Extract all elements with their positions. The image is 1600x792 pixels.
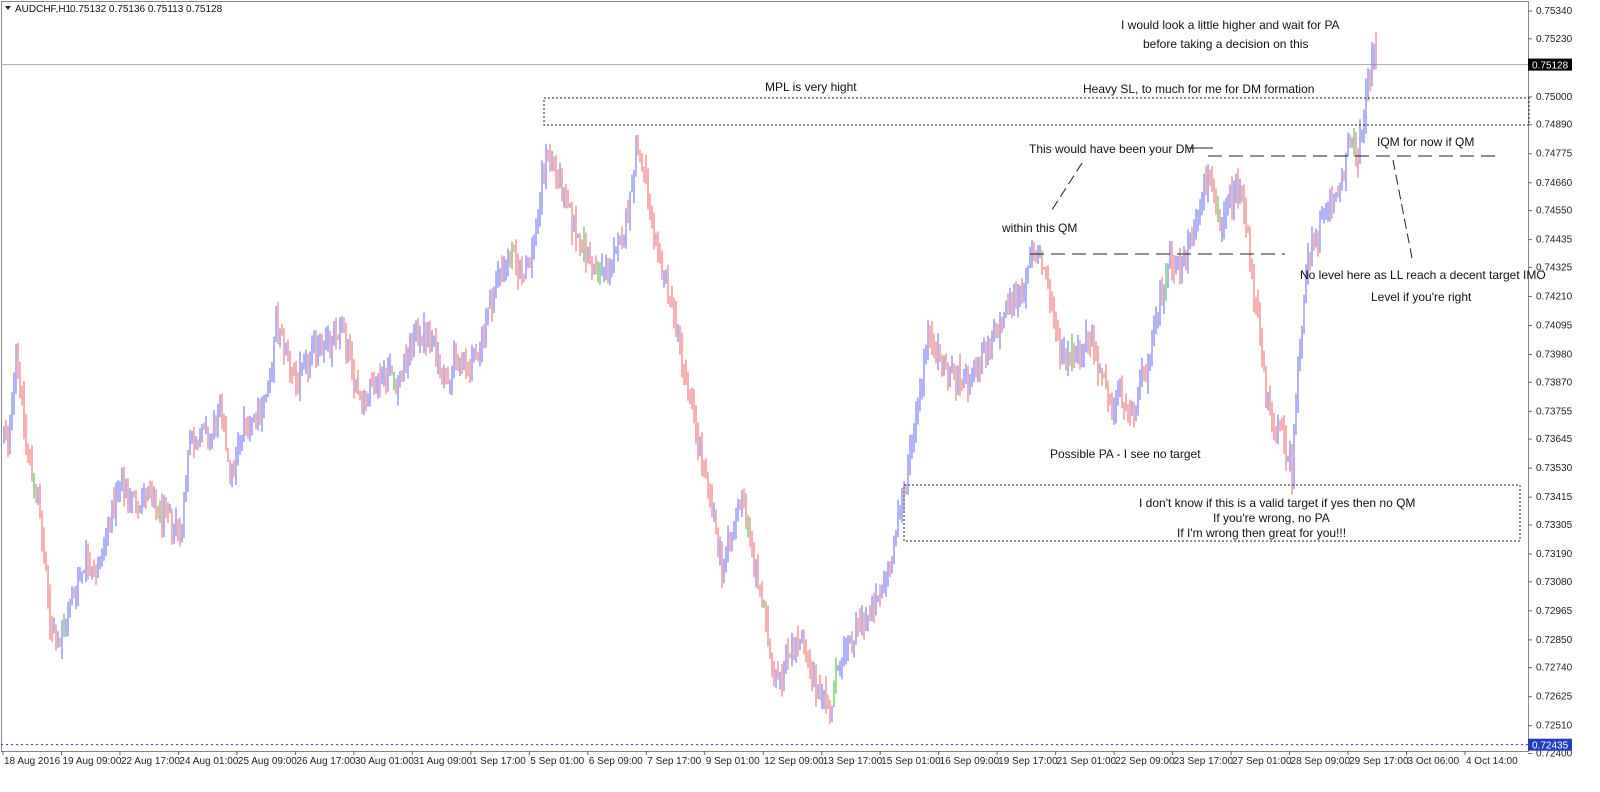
y-tick-label: 0.75340 bbox=[1536, 6, 1573, 17]
x-tick-label: 30 Aug 01:00 bbox=[355, 756, 414, 767]
candle-series bbox=[3, 32, 1377, 725]
y-tick-label: 0.74435 bbox=[1536, 235, 1573, 246]
x-tick-label: 31 Aug 09:00 bbox=[413, 756, 472, 767]
x-tick-label: 6 Sep 09:00 bbox=[589, 756, 643, 767]
x-axis: 18 Aug 2016 19 Aug 09:00 22 Aug 17:00 24 Au… bbox=[2, 751, 1518, 767]
y-tick-label: 0.72740 bbox=[1536, 663, 1573, 674]
price-tag bbox=[1528, 738, 1572, 751]
y-tick-label: 0.73080 bbox=[1536, 577, 1573, 588]
note-valid-2[interactable]: If you're wrong, no PA bbox=[1213, 511, 1330, 525]
note-possible-pa[interactable]: Possible PA - I see no target bbox=[1050, 447, 1201, 461]
y-tick-label: 0.75230 bbox=[1536, 34, 1573, 45]
y-tick-label: 0.73645 bbox=[1536, 434, 1573, 445]
x-tick-label: 1 Sep 17:00 bbox=[472, 756, 526, 767]
x-tick-label: 21 Sep 01:00 bbox=[1057, 756, 1117, 767]
x-tick-label: 7 Sep 17:00 bbox=[647, 756, 701, 767]
y-tick-label: 0.74095 bbox=[1536, 320, 1573, 331]
x-tick-label: 24 Aug 01:00 bbox=[179, 756, 238, 767]
y-tick-label: 0.74775 bbox=[1536, 149, 1573, 160]
note-valid-1[interactable]: I don't know if this is a valid target i… bbox=[1139, 496, 1415, 510]
note-heavy-sl[interactable]: Heavy SL, to much for me for DM formatio… bbox=[1083, 82, 1314, 96]
x-tick-label: 13 Sep 17:00 bbox=[823, 756, 883, 767]
x-tick-label: 19 Sep 17:00 bbox=[998, 756, 1058, 767]
x-tick-label: 28 Sep 09:00 bbox=[1291, 756, 1351, 767]
x-tick-label: 26 Aug 17:00 bbox=[296, 756, 355, 767]
symbol-label: AUDCHF,H1 bbox=[15, 4, 72, 15]
y-tick-label: 0.74325 bbox=[1536, 262, 1573, 273]
note-dm[interactable]: This would have been your DM bbox=[1029, 142, 1194, 156]
y-tick-label: 0.74210 bbox=[1536, 291, 1573, 302]
x-tick-label: 27 Sep 01:00 bbox=[1232, 756, 1292, 767]
note-look-higher-2[interactable]: before taking a decision on this bbox=[1143, 37, 1308, 51]
x-tick-label: 12 Sep 09:00 bbox=[764, 756, 824, 767]
y-tick-label: 0.73305 bbox=[1536, 520, 1573, 531]
price-tag-label: 0.75128 bbox=[1532, 61, 1569, 72]
y-tick-label: 0.73530 bbox=[1536, 463, 1573, 474]
note-no-level[interactable]: No level here as LL reach a decent targe… bbox=[1300, 268, 1546, 282]
x-tick-label: 5 Sep 01:00 bbox=[530, 756, 584, 767]
x-tick-label: 16 Sep 09:00 bbox=[940, 756, 1000, 767]
note-mpl[interactable]: MPL is very hight bbox=[765, 80, 857, 94]
x-tick-label: 9 Sep 01:00 bbox=[706, 756, 760, 767]
x-tick-label: 23 Sep 17:00 bbox=[1174, 756, 1234, 767]
iqm-pointer-line[interactable] bbox=[1392, 159, 1413, 259]
x-tick-label: 22 Sep 09:00 bbox=[1115, 756, 1175, 767]
x-tick-label: 3 Oct 06:00 bbox=[1407, 756, 1459, 767]
x-tick-label: 22 Aug 17:00 bbox=[121, 756, 180, 767]
y-tick-label: 0.73190 bbox=[1536, 549, 1573, 560]
note-within-qm[interactable]: within this QM bbox=[1001, 221, 1077, 235]
y-tick-label: 0.75000 bbox=[1536, 92, 1573, 103]
qm-pointer-line[interactable] bbox=[1049, 162, 1083, 214]
y-tick-label: 0.72850 bbox=[1536, 635, 1573, 646]
x-tick-label: 19 Aug 09:00 bbox=[62, 756, 121, 767]
y-tick-label: 0.73415 bbox=[1536, 492, 1573, 503]
y-tick-label: 0.74550 bbox=[1536, 206, 1573, 217]
menu-triangle-icon[interactable] bbox=[5, 6, 11, 10]
valid-target-box[interactable] bbox=[903, 484, 1521, 542]
y-axis: 0.75340 0.75230 0.75000 0.74890 0.74775 0.746… bbox=[1528, 6, 1573, 760]
x-tick-label: 25 Aug 09:00 bbox=[238, 756, 297, 767]
mpl-zone-box[interactable] bbox=[543, 97, 1530, 126]
x-tick-label: 15 Sep 01:00 bbox=[881, 756, 941, 767]
note-iqm[interactable]: IQM for now if QM bbox=[1377, 135, 1474, 149]
note-level-right[interactable]: Level if you're right bbox=[1371, 290, 1472, 304]
price-tag bbox=[1528, 58, 1572, 71]
ohlc-readout: 0.75132 0.75136 0.75113 0.75128 bbox=[70, 4, 223, 15]
y-tick-label: 0.74660 bbox=[1536, 178, 1573, 189]
price-tag-label: 0.72435 bbox=[1532, 741, 1569, 752]
y-tick-label: 0.72965 bbox=[1536, 606, 1573, 617]
y-tick-label: 0.73980 bbox=[1536, 350, 1573, 361]
y-tick-label: 0.72510 bbox=[1536, 721, 1573, 732]
price-tags: 0.75128 0.72435 bbox=[1528, 58, 1572, 752]
x-tick-label: 29 Sep 17:00 bbox=[1349, 756, 1409, 767]
y-tick-label: 0.72400 bbox=[1536, 749, 1573, 760]
y-tick-label: 0.73870 bbox=[1536, 377, 1573, 388]
plot-frame bbox=[1, 1, 1529, 752]
note-look-higher-1[interactable]: I would look a little higher and wait fo… bbox=[1121, 18, 1340, 32]
y-tick-label: 0.72625 bbox=[1536, 692, 1573, 703]
note-valid-3[interactable]: If I'm wrong then great for you!!! bbox=[1177, 526, 1346, 540]
x-tick-label: 4 Oct 14:00 bbox=[1466, 756, 1518, 767]
x-tick-label: 18 Aug 2016 bbox=[4, 756, 61, 767]
y-tick-label: 0.73755 bbox=[1536, 406, 1573, 417]
y-tick-label: 0.74890 bbox=[1536, 120, 1573, 131]
